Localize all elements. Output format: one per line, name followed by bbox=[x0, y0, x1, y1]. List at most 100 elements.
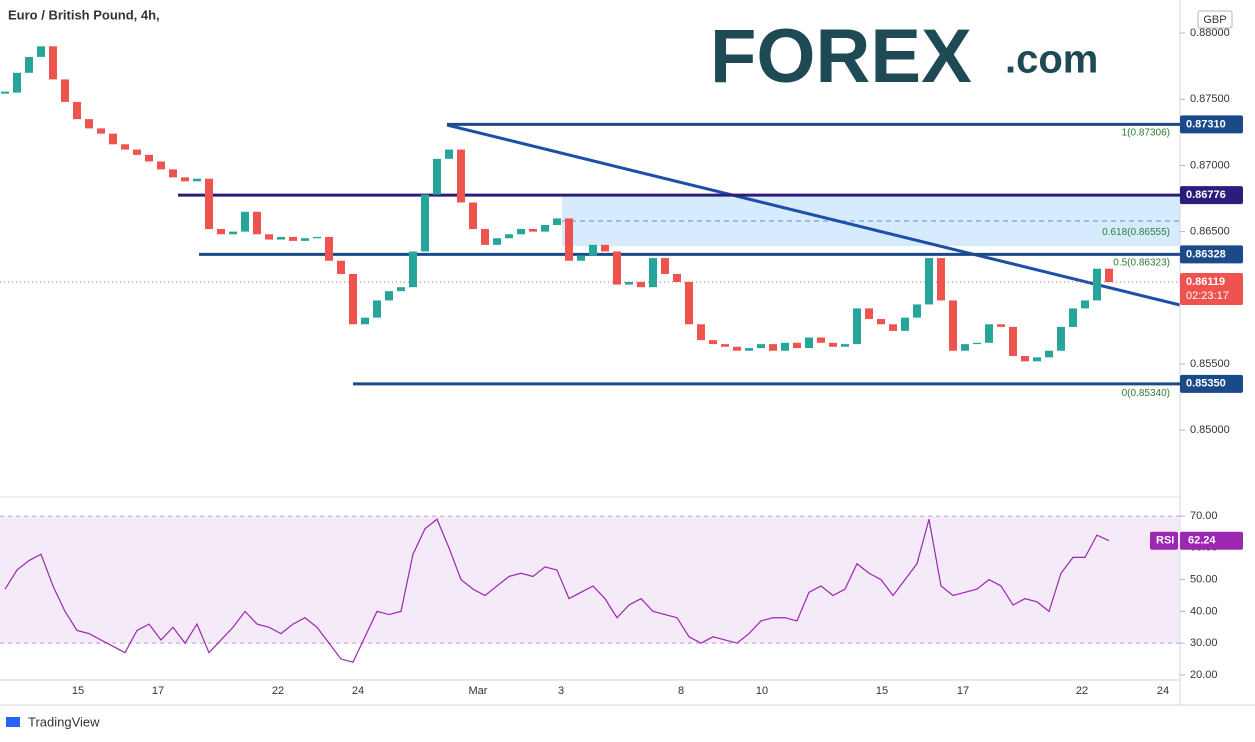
x-tick-label: 8 bbox=[678, 685, 684, 697]
candle bbox=[589, 244, 597, 256]
candle bbox=[373, 300, 381, 318]
x-tick-label: 22 bbox=[1076, 685, 1088, 697]
candle bbox=[13, 72, 21, 93]
rsi-tick-label: 40.00 bbox=[1190, 605, 1218, 617]
rsi-name: RSI bbox=[1156, 535, 1174, 547]
y-tick-label: 0.87000 bbox=[1190, 159, 1230, 171]
level-tag-label: 0.86328 bbox=[1186, 248, 1226, 260]
candle bbox=[421, 194, 429, 252]
candle bbox=[121, 144, 129, 150]
candle bbox=[505, 234, 513, 239]
candle bbox=[577, 255, 585, 261]
candle bbox=[709, 340, 717, 345]
candle bbox=[949, 300, 957, 351]
rsi-tick-label: 50.00 bbox=[1190, 574, 1218, 586]
candle bbox=[385, 291, 393, 301]
candle bbox=[1069, 308, 1077, 327]
candle bbox=[169, 169, 177, 178]
x-tick-label: 10 bbox=[756, 685, 768, 697]
candle bbox=[685, 281, 693, 325]
candle bbox=[145, 154, 153, 162]
candle bbox=[1057, 326, 1065, 351]
candle bbox=[673, 273, 681, 282]
candle bbox=[541, 225, 549, 232]
candle bbox=[229, 231, 237, 235]
y-tick-label: 0.85000 bbox=[1190, 424, 1230, 436]
candle bbox=[517, 228, 525, 235]
candle bbox=[493, 238, 501, 245]
candle bbox=[133, 149, 141, 155]
candle bbox=[865, 308, 873, 319]
candle bbox=[1093, 268, 1101, 301]
candle bbox=[649, 258, 657, 288]
candle bbox=[757, 344, 765, 349]
candle bbox=[781, 342, 789, 351]
rsi-tick-label: 20.00 bbox=[1190, 669, 1218, 681]
candle bbox=[985, 324, 993, 343]
x-tick-label: 24 bbox=[1157, 685, 1169, 697]
candle bbox=[1009, 326, 1017, 357]
tv-icon bbox=[6, 717, 20, 727]
candle bbox=[109, 133, 117, 145]
level-tag bbox=[1180, 245, 1243, 264]
rsi-band bbox=[0, 516, 1180, 644]
rsi-tick-label: 30.00 bbox=[1190, 637, 1218, 649]
candle bbox=[1021, 356, 1029, 362]
y-tick-label: 0.85500 bbox=[1190, 358, 1230, 370]
candle bbox=[721, 344, 729, 347]
candle bbox=[409, 251, 417, 288]
candle bbox=[1105, 268, 1113, 283]
candle bbox=[937, 258, 945, 301]
candle bbox=[853, 308, 861, 345]
fib-label: 0(0.85340) bbox=[1122, 388, 1170, 399]
level-tag-label: 0.85350 bbox=[1186, 378, 1226, 390]
chart-title: Euro / British Pound, 4h, bbox=[8, 7, 160, 22]
candle bbox=[901, 317, 909, 331]
candle bbox=[565, 218, 573, 261]
rsi-value: 62.24 bbox=[1188, 535, 1216, 547]
candle bbox=[61, 79, 69, 102]
candle bbox=[205, 178, 213, 229]
candle bbox=[361, 317, 369, 325]
candle bbox=[301, 238, 309, 241]
candle bbox=[313, 236, 321, 239]
level-tag bbox=[1180, 186, 1243, 205]
candle bbox=[625, 281, 633, 285]
candle bbox=[697, 324, 705, 341]
level-tag-label: 0.86776 bbox=[1186, 189, 1226, 201]
candle bbox=[457, 149, 465, 203]
level-tag-label: 0.87310 bbox=[1186, 118, 1226, 130]
candle bbox=[529, 228, 537, 232]
candle bbox=[157, 161, 165, 170]
logo-suffix: .com bbox=[1005, 38, 1098, 82]
footer: TradingView bbox=[28, 714, 100, 729]
candle bbox=[841, 344, 849, 347]
candle bbox=[553, 218, 561, 225]
currency-box bbox=[1197, 10, 1233, 29]
candle bbox=[289, 236, 297, 241]
candle bbox=[973, 342, 981, 345]
candle bbox=[829, 342, 837, 347]
y-tick-label: 0.87500 bbox=[1190, 93, 1230, 105]
countdown: 02:23:17 bbox=[1186, 290, 1229, 302]
candle bbox=[877, 318, 885, 325]
x-tick-label: 3 bbox=[558, 685, 564, 697]
x-tick-label: Mar bbox=[469, 685, 488, 697]
rsi-tick-label: 70.00 bbox=[1190, 510, 1218, 522]
rsi-line bbox=[4, 518, 1110, 663]
currency: GBP bbox=[1203, 14, 1226, 26]
fib-label: 1(0.87306) bbox=[1122, 128, 1170, 139]
candle bbox=[745, 348, 753, 351]
candle bbox=[601, 244, 609, 252]
candle bbox=[253, 211, 261, 235]
candle bbox=[1081, 300, 1089, 309]
fib-label: 0.5(0.86323) bbox=[1113, 258, 1170, 269]
level-tag bbox=[1180, 374, 1243, 393]
rsi-value-tag bbox=[1180, 531, 1243, 550]
y-tick-label: 0.88000 bbox=[1190, 27, 1230, 39]
candle bbox=[193, 178, 201, 182]
candle bbox=[49, 46, 57, 80]
candle bbox=[889, 324, 897, 331]
candle bbox=[181, 177, 189, 182]
candle bbox=[349, 273, 357, 325]
